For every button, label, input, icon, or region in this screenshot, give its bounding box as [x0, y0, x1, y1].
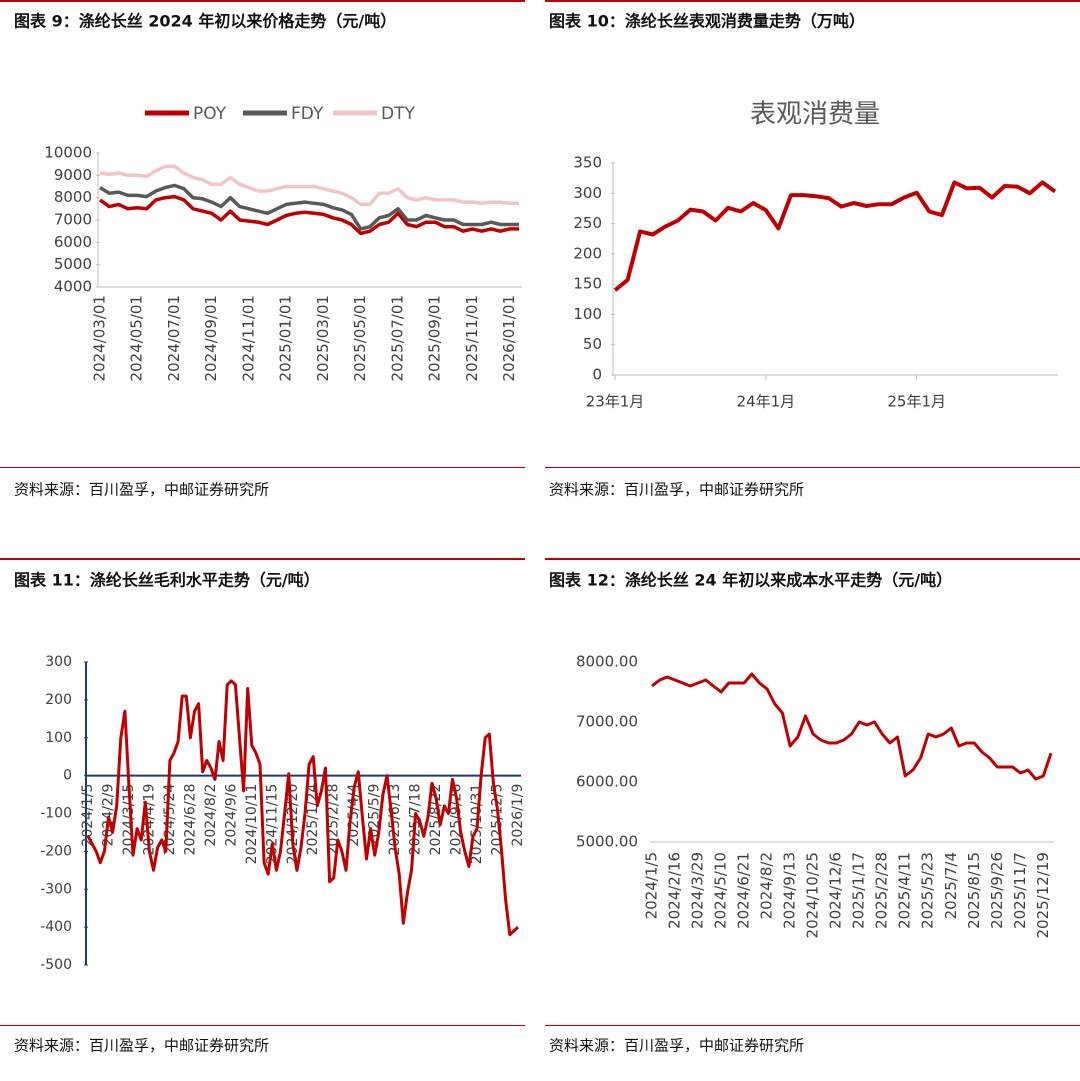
y-tick-label: 0 [592, 366, 602, 384]
x-tick-label: 2024/9/13 [781, 852, 799, 929]
series-line [98, 194, 519, 236]
chart-caption: 图表 9：涤纶长丝 2024 年初以来价格走势（元/吨） [14, 12, 396, 31]
chart-caption: 图表 12：涤纶长丝 24 年初以来成本水平走势（元/吨） [549, 571, 952, 590]
x-tick-label: 2025/01/01 [277, 295, 295, 381]
y-tick-label: 200 [573, 244, 602, 262]
y-tick-label: 150 [573, 275, 602, 293]
rule [0, 467, 525, 468]
x-tick-label: 2025/8/15 [965, 852, 983, 929]
y-tick-label: -500 [40, 957, 72, 973]
x-tick-label: 2024/07/01 [165, 295, 183, 381]
x-tick-label: 2025/11/7 [1011, 852, 1029, 929]
chart-caption: 图表 10：涤纶长丝表观消费量走势（万吨） [549, 12, 865, 31]
y-tick-label: 6000 [54, 233, 92, 251]
legend-label: FDY [291, 104, 324, 124]
x-tick-label: 2025/05/01 [351, 295, 369, 381]
y-tick-label: 4000 [54, 278, 92, 296]
x-tick-label: 2024/8/2 [203, 784, 219, 847]
y-tick-label: 350 [573, 154, 602, 172]
rule [545, 0, 1080, 2]
x-tick-label: 2024/6/21 [735, 852, 753, 929]
x-tick-label: 2024/9/6 [223, 784, 239, 847]
rule [0, 0, 525, 2]
x-tick-label: 2025/09/01 [426, 295, 444, 381]
y-tick-label: 100 [45, 730, 72, 746]
y-tick-label: 5000 [54, 255, 92, 273]
series-line [86, 679, 520, 937]
x-tick-label: 2025/2/28 [326, 784, 342, 856]
series-line [99, 183, 519, 231]
chart-source: 资料来源：百川盈孚，中邮证券研究所 [14, 1037, 269, 1055]
rule [545, 1025, 1080, 1026]
x-tick-label: 2025/1/17 [850, 852, 868, 929]
y-tick-label: 7000 [54, 211, 92, 229]
x-tick-label: 2025/11/01 [463, 295, 481, 381]
y-tick-label: 5000.00 [576, 833, 638, 851]
series-line [651, 672, 1053, 781]
x-tick-label: 2025/03/01 [314, 295, 332, 381]
x-tick-label: 2025/12/19 [1034, 852, 1052, 938]
y-tick-label: 100 [573, 305, 602, 323]
x-tick-label: 2024/11/15 [264, 784, 280, 865]
x-tick-label: 24年1月 [737, 393, 796, 411]
x-tick-label: 2025/9/26 [988, 852, 1006, 929]
legend-label: POY [193, 104, 227, 124]
x-tick-label: 2024/6/28 [182, 784, 198, 856]
y-tick-label: 8000.00 [576, 653, 638, 671]
y-tick-label: 9000 [54, 166, 92, 184]
y-tick-label: 200 [45, 692, 72, 708]
y-tick-label: -300 [40, 881, 72, 897]
y-tick-label: 10000 [44, 144, 92, 162]
legend-label: DTY [381, 104, 415, 124]
x-tick-label: 2025/07/01 [388, 295, 406, 381]
y-tick-label: -100 [40, 806, 72, 822]
x-tick-label: 2024/09/01 [202, 295, 220, 381]
x-tick-label: 2025/7/4 [942, 852, 960, 919]
x-tick-label: 2024/05/01 [128, 295, 146, 381]
chart-title: 表观消费量 [750, 100, 880, 130]
y-tick-label: 250 [573, 214, 602, 232]
series-line [99, 164, 519, 207]
y-tick-label: 50 [583, 335, 602, 353]
x-tick-label: 2025/2/28 [873, 852, 891, 929]
y-tick-label: 7000.00 [576, 713, 638, 731]
x-tick-label: 2025/5/23 [919, 852, 937, 929]
x-tick-label: 2024/1/5 [80, 784, 96, 847]
y-tick-label: 6000.00 [576, 773, 638, 791]
y-tick-label: 300 [573, 184, 602, 202]
x-tick-label: 2024/10/11 [244, 784, 260, 865]
separators [0, 0, 1080, 1026]
y-tick-label: -200 [40, 843, 72, 859]
x-tick-label: 2024/11/01 [239, 295, 257, 381]
rule [545, 558, 1080, 560]
x-tick-label: 2025/8/22 [428, 784, 444, 856]
chart-source: 资料来源：百川盈孚，中邮证券研究所 [14, 481, 269, 499]
chart-source: 资料来源：百川盈孚，中邮证券研究所 [549, 1037, 804, 1055]
x-tick-label: 2025/4/11 [896, 852, 914, 929]
rule [0, 558, 525, 560]
x-tick-label: 2026/01/01 [500, 295, 518, 381]
rule [0, 1025, 525, 1026]
y-tick-label: 0 [63, 768, 72, 784]
series-line [613, 180, 1057, 292]
chart-caption: 图表 11：涤纶长丝毛利水平走势（元/吨） [14, 571, 320, 590]
y-tick-label: 300 [45, 654, 72, 670]
rule [545, 467, 1080, 468]
y-tick-label: -400 [40, 919, 72, 935]
x-tick-label: 2024/12/6 [827, 852, 845, 929]
x-tick-label: 23年1月 [586, 393, 645, 411]
x-tick-label: 2024/5/10 [712, 852, 730, 929]
chart-source: 资料来源：百川盈孚，中邮证券研究所 [549, 481, 804, 499]
x-tick-label: 2024/2/16 [666, 852, 684, 929]
x-tick-label: 2024/1/5 [643, 852, 661, 919]
x-tick-label: 2026/1/9 [510, 784, 526, 847]
x-tick-label: 2024/3/29 [689, 852, 707, 929]
x-tick-label: 2024/8/2 [758, 852, 776, 919]
x-tick-label: 2024/10/25 [804, 852, 822, 938]
x-tick-label: 2024/03/01 [91, 295, 109, 381]
y-tick-label: 8000 [54, 188, 92, 206]
x-tick-label: 25年1月 [887, 393, 946, 411]
